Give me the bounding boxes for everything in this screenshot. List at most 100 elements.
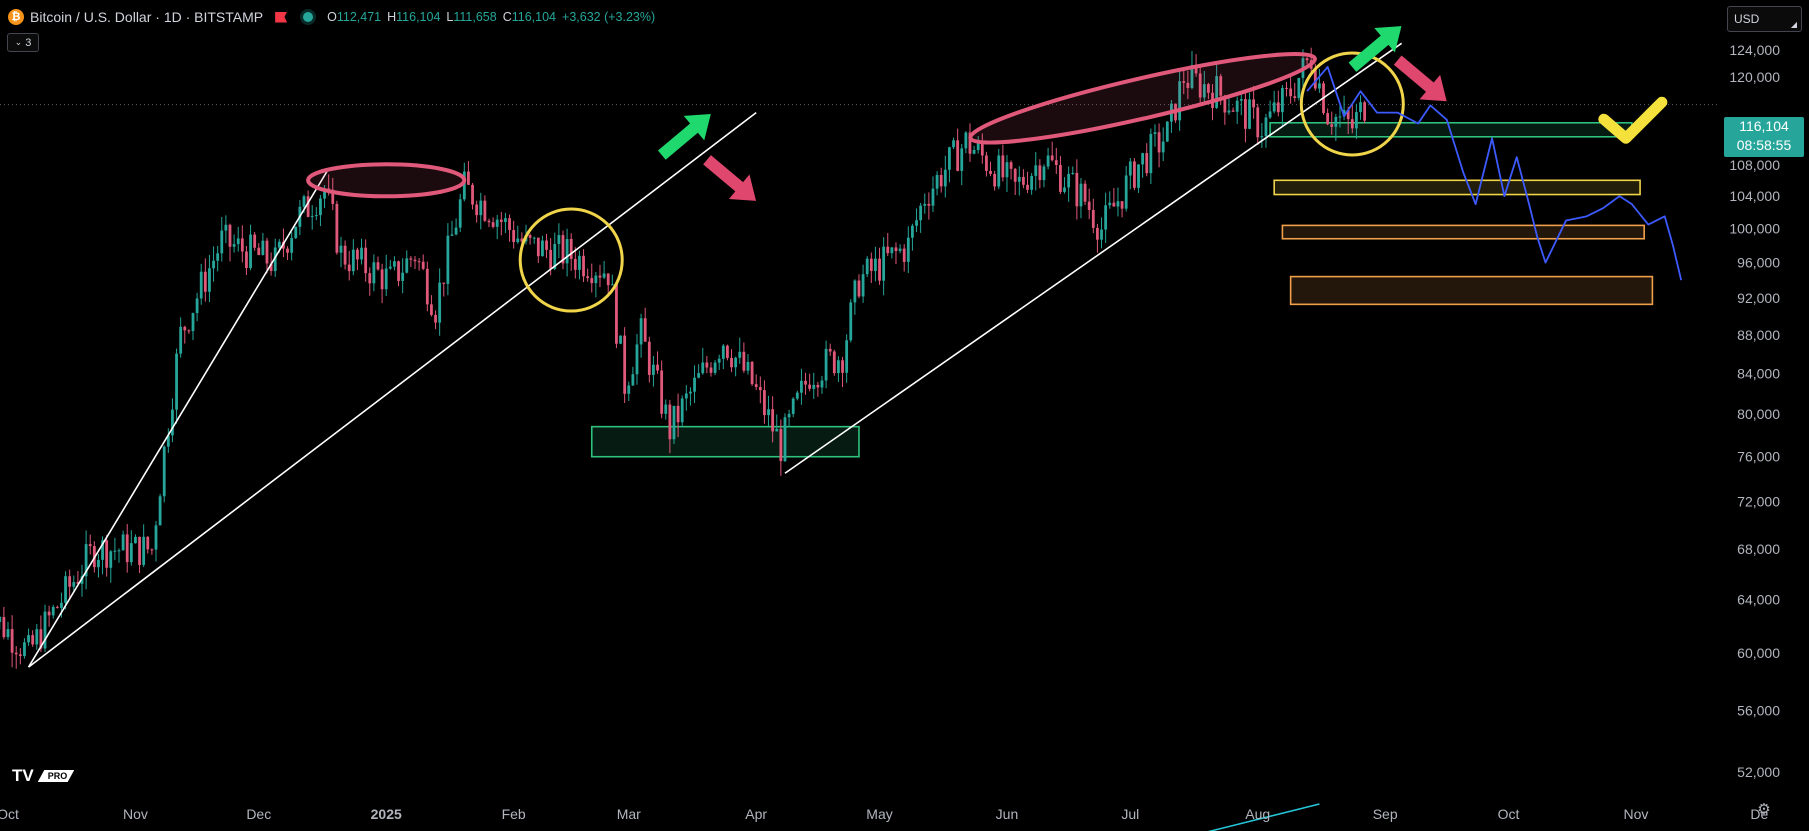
candle-body (1256, 107, 1260, 138)
currency-label: USD (1734, 12, 1760, 26)
time-tick-label: Mar (617, 806, 641, 822)
price-tick-label: 80,000 (1737, 406, 1780, 422)
candle-body (487, 220, 491, 223)
checkmark-icon[interactable] (1598, 96, 1668, 144)
arrow-up-1[interactable] (652, 102, 722, 168)
candle-body (985, 155, 988, 171)
time-axis[interactable]: Oct Nov Dec 2025 Feb Mar Apr May Jun Jul Aug Sep Oct… (0, 806, 1768, 822)
candle-body (397, 261, 400, 281)
candle-body (676, 405, 680, 423)
indicators-toggle-button[interactable]: ⌄ 3 (7, 33, 39, 52)
candle-body (849, 302, 853, 341)
candle-body (915, 220, 918, 226)
gear-icon[interactable]: ⚙ (1757, 801, 1771, 818)
candle-body (512, 230, 516, 243)
candle-body (360, 247, 363, 260)
arrow-down-1[interactable] (697, 147, 767, 213)
candle-body (2, 616, 6, 638)
candle-body (1305, 58, 1309, 61)
candle-body (175, 353, 178, 410)
time-tick-label: Feb (502, 806, 526, 822)
candle-body (1326, 113, 1330, 125)
candle-body (980, 143, 984, 156)
candle-body (224, 224, 228, 231)
arrow-up-2[interactable] (1342, 14, 1412, 80)
ellipse-top-jul[interactable] (966, 39, 1319, 158)
candle-body (450, 234, 454, 236)
candle-body (405, 258, 409, 273)
candle-body (356, 249, 359, 260)
candle-body (516, 238, 520, 243)
candle-body (1091, 209, 1095, 228)
candle-body (417, 261, 421, 263)
flag-icon[interactable] (275, 11, 288, 23)
candle-body (409, 258, 413, 260)
price-tick-label: 96,000 (1737, 255, 1780, 271)
candle-body (615, 284, 618, 344)
candle-body (1318, 83, 1321, 89)
trendline-1[interactable] (27, 168, 330, 668)
candle-body (660, 370, 664, 414)
candle-body (1239, 99, 1243, 101)
candle-body (594, 275, 598, 284)
ohlc-change: +3,632 (+3.23%) (562, 10, 656, 24)
candle-body (294, 226, 298, 239)
zone-target-2[interactable] (1281, 224, 1645, 240)
candle-body (442, 282, 446, 284)
price-tick-label: 56,000 (1737, 702, 1780, 718)
price-tick-label: 84,000 (1737, 366, 1780, 382)
trendline-3[interactable] (784, 42, 1403, 474)
candle-body (882, 246, 886, 281)
symbol-title[interactable]: Bitcoin / U.S. Dollar · 1D · BITSTAMP (30, 9, 264, 25)
candle-body (364, 247, 368, 274)
ohlc-high: 116,104 (396, 10, 441, 24)
candle-body (643, 318, 647, 342)
candle-body (779, 429, 783, 462)
zone-support-apr[interactable] (590, 425, 860, 458)
indicator-count: 3 (25, 36, 32, 49)
candle-body (277, 241, 281, 248)
circle-retest-aug[interactable] (1299, 51, 1405, 157)
candle-body (1272, 102, 1276, 112)
candle-body (80, 576, 84, 584)
candle-body (265, 240, 269, 264)
candle-body (55, 606, 59, 608)
zone-target-1[interactable] (1273, 179, 1641, 196)
candle-body (865, 258, 869, 275)
candle-body (569, 238, 573, 259)
candle-body (1260, 136, 1264, 138)
currency-select[interactable]: USD ◢ (1727, 6, 1802, 32)
candle-body (331, 189, 335, 204)
candle-body (31, 635, 35, 645)
candle-body (138, 536, 141, 565)
candle-body (1355, 112, 1358, 129)
candle-body (1182, 81, 1186, 83)
candle-body (347, 264, 351, 272)
trendline-2[interactable] (28, 111, 757, 668)
candle-body (208, 268, 211, 292)
candle-body (216, 253, 220, 261)
candle-body (458, 199, 462, 228)
candle-body (1264, 117, 1268, 137)
candle-body (425, 268, 429, 305)
candle-body (791, 398, 795, 414)
candle-body (1276, 102, 1280, 113)
candle-body (874, 258, 877, 271)
circle-break-feb[interactable] (518, 207, 624, 313)
projection-path[interactable] (1306, 66, 1683, 281)
arrow-down-2[interactable] (1387, 48, 1457, 114)
ellipse-top-dec[interactable] (306, 162, 467, 199)
candle-body (693, 377, 696, 392)
price-tick-label: 72,000 (1737, 494, 1780, 510)
candle-body (14, 652, 18, 655)
candle-body (105, 540, 109, 568)
candle-body (380, 269, 384, 290)
candle-body (631, 374, 635, 386)
candle-body (508, 218, 511, 231)
zone-target-3[interactable] (1289, 275, 1654, 306)
candle-body (1001, 155, 1005, 178)
tradingview-logo[interactable]: TV PRO (12, 766, 75, 786)
candle-body (1219, 76, 1223, 96)
candle-body (738, 351, 742, 358)
